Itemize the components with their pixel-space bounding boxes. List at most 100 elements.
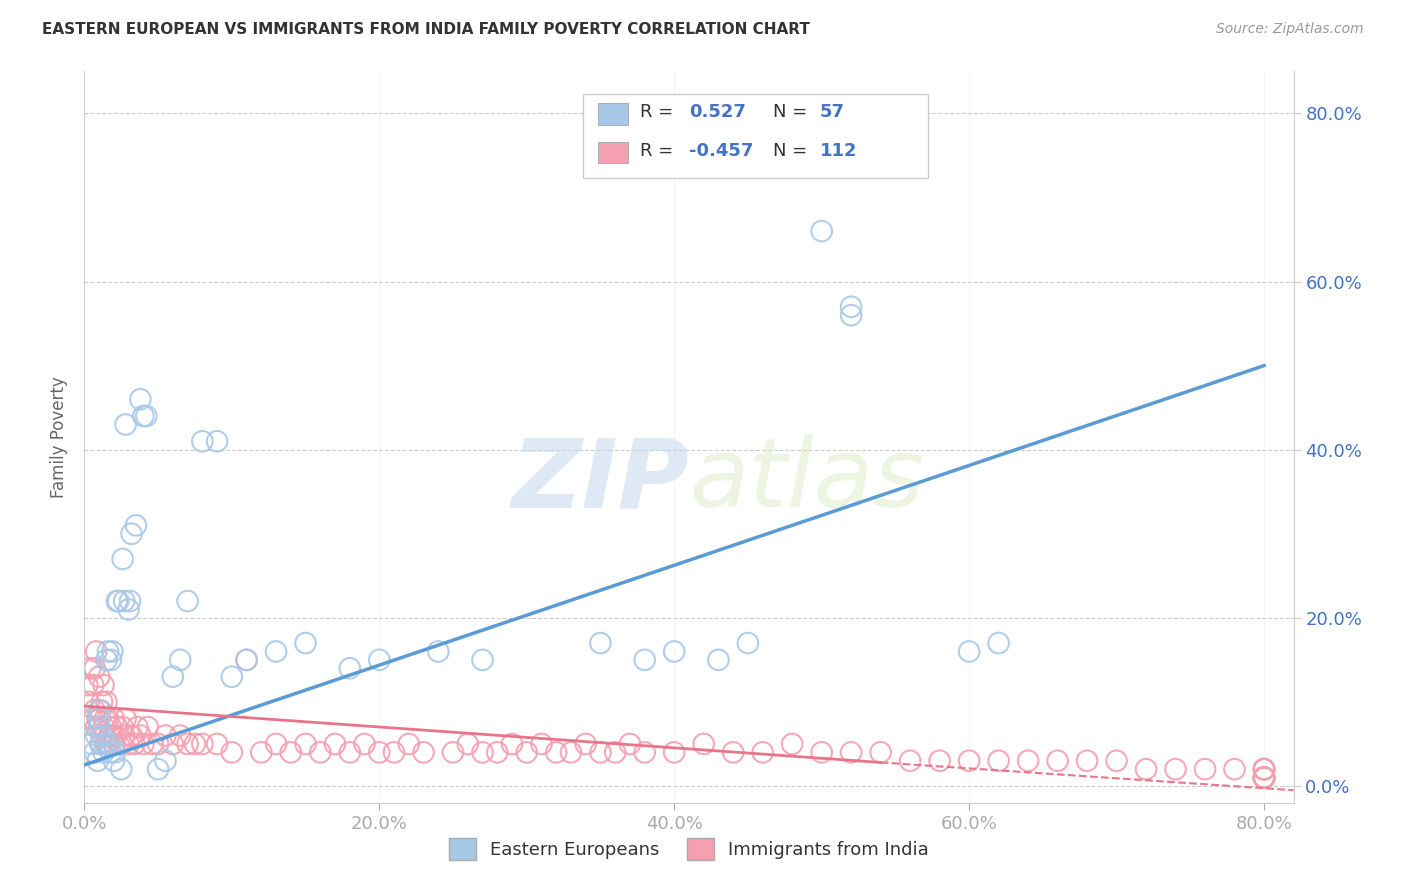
Point [987, 754, 1010, 768]
Y-axis label: Family Poverty: Family Poverty [51, 376, 69, 498]
Point [87, 720, 110, 734]
Point [589, 745, 612, 759]
Point [93, 678, 115, 692]
Point [235, 653, 257, 667]
Point [169, 729, 191, 743]
Point [77, 695, 100, 709]
Point [121, 526, 143, 541]
Point [1135, 762, 1157, 776]
Point [96, 737, 118, 751]
Point [87, 670, 110, 684]
Point [86, 754, 108, 768]
Point [664, 644, 686, 658]
Point [97, 737, 120, 751]
Point [146, 737, 169, 751]
Point [120, 594, 142, 608]
Point [1017, 754, 1039, 768]
Point [398, 737, 420, 751]
Point [501, 737, 523, 751]
Point [129, 729, 152, 743]
Point [84, 729, 107, 743]
Point [339, 745, 361, 759]
Point [91, 729, 114, 743]
Point [91, 729, 114, 743]
Point [146, 762, 169, 776]
Text: ZIP: ZIP [510, 434, 689, 527]
Text: atlas: atlas [689, 434, 924, 527]
Point [1194, 762, 1216, 776]
Point [103, 737, 125, 751]
Point [516, 745, 538, 759]
Point [141, 737, 163, 751]
Point [294, 737, 316, 751]
Point [839, 745, 862, 759]
Point [121, 729, 143, 743]
Point [1253, 762, 1275, 776]
Point [83, 745, 105, 759]
Point [80, 712, 103, 726]
Point [90, 737, 112, 751]
Point [112, 729, 135, 743]
Point [1164, 762, 1187, 776]
Point [368, 745, 391, 759]
Point [546, 745, 568, 759]
Text: EASTERN EUROPEAN VS IMMIGRANTS FROM INDIA FAMILY POVERTY CORRELATION CHART: EASTERN EUROPEAN VS IMMIGRANTS FROM INDI… [42, 22, 810, 37]
Point [91, 695, 114, 709]
Point [1105, 754, 1128, 768]
Point [471, 653, 494, 667]
Point [605, 745, 627, 759]
Point [96, 653, 118, 667]
Point [98, 729, 121, 743]
Point [100, 745, 122, 759]
Point [90, 737, 112, 751]
Point [124, 737, 146, 751]
Point [93, 720, 115, 734]
Point [100, 720, 122, 734]
Point [184, 737, 207, 751]
Point [898, 754, 921, 768]
Legend: Eastern Europeans, Immigrants from India: Eastern Europeans, Immigrants from India [441, 830, 936, 867]
Point [110, 762, 132, 776]
Point [103, 754, 125, 768]
Point [125, 518, 148, 533]
Point [110, 737, 132, 751]
Point [76, 678, 98, 692]
Point [93, 745, 115, 759]
Text: N =: N = [773, 103, 813, 121]
Point [737, 636, 759, 650]
Text: 57: 57 [820, 103, 845, 121]
Point [664, 745, 686, 759]
Point [112, 594, 135, 608]
Point [575, 737, 598, 751]
Point [810, 745, 832, 759]
Point [323, 737, 346, 751]
Point [104, 729, 127, 743]
Point [441, 745, 464, 759]
Point [810, 224, 832, 238]
Point [839, 300, 862, 314]
Point [1253, 771, 1275, 785]
Point [83, 703, 105, 717]
Point [191, 434, 214, 449]
Point [117, 737, 139, 751]
Point [111, 552, 134, 566]
Text: R =: R = [640, 142, 679, 160]
Point [176, 737, 198, 751]
Point [1253, 762, 1275, 776]
Point [136, 720, 159, 734]
Point [221, 745, 243, 759]
Text: -0.457: -0.457 [689, 142, 754, 160]
Point [471, 745, 494, 759]
Point [634, 653, 657, 667]
Point [530, 737, 553, 751]
Point [1253, 771, 1275, 785]
Point [294, 636, 316, 650]
Point [132, 737, 155, 751]
Point [634, 745, 657, 759]
Text: 112: 112 [820, 142, 858, 160]
Point [79, 661, 101, 675]
Point [114, 712, 136, 726]
Point [957, 644, 980, 658]
Point [83, 661, 105, 675]
Point [90, 703, 112, 717]
